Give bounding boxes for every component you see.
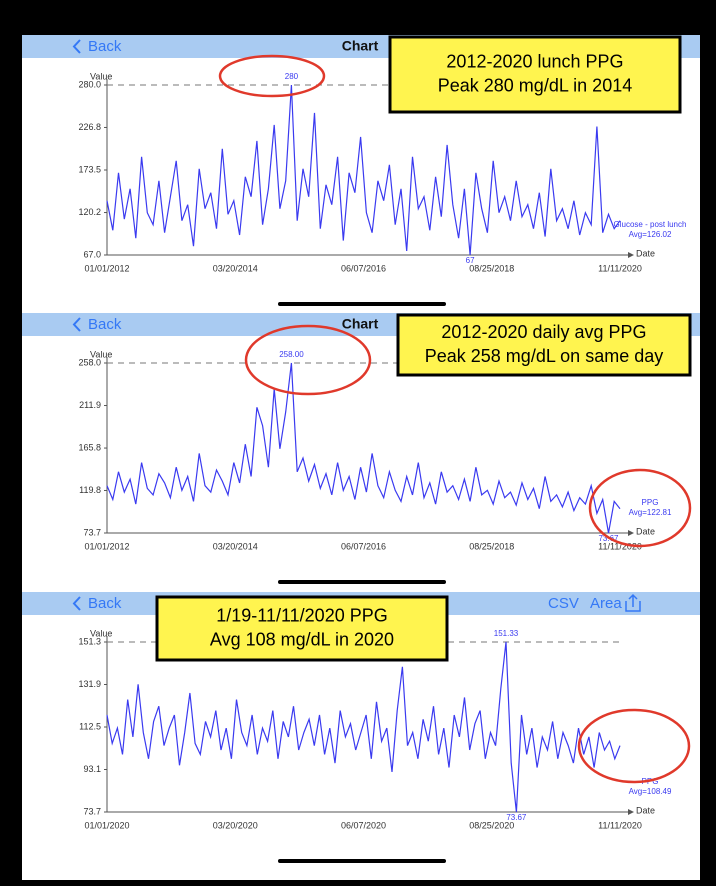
x-tick-label: 08/25/2018 <box>469 263 514 273</box>
callout-text: 1/19-11/11/2020 PPG <box>216 605 387 625</box>
x-tick-label: 03/20/2020 <box>213 820 258 830</box>
x-axis-label: Date <box>636 526 655 536</box>
y-tick-label: 151.3 <box>78 636 101 646</box>
x-tick-label: 06/07/2016 <box>341 263 386 273</box>
y-tick-label: 73.7 <box>83 527 101 537</box>
x-tick-label: 01/01/2012 <box>84 263 129 273</box>
legend-note: Avg=126.02 <box>629 230 672 239</box>
home-indicator <box>278 580 446 584</box>
x-tick-label: 01/01/2012 <box>84 541 129 551</box>
legend-name: PPG <box>642 498 659 507</box>
max-label: 258.00 <box>279 350 304 359</box>
legend-note: Avg=122.81 <box>629 508 672 517</box>
x-tick-label: 03/20/2014 <box>213 541 258 551</box>
legend-name: Glucose - post lunch <box>614 220 687 229</box>
y-tick-label: 93.1 <box>83 764 101 774</box>
callout-text: Avg 108 mg/dL in 2020 <box>210 629 394 649</box>
nav-action[interactable]: CSV <box>548 595 579 612</box>
y-tick-label: 165.8 <box>78 442 101 452</box>
y-tick-label: 73.7 <box>83 806 101 816</box>
y-tick-label: 173.5 <box>78 164 101 174</box>
x-tick-label: 11/11/2020 <box>598 263 642 273</box>
x-tick-label: 08/25/2018 <box>469 541 514 551</box>
x-axis-label: Date <box>636 805 655 815</box>
callout-text: 2012-2020 daily avg PPG <box>441 322 646 342</box>
y-tick-label: 280.0 <box>78 79 101 89</box>
legend-note: Avg=108.49 <box>629 787 672 796</box>
max-label: 151.33 <box>494 629 519 638</box>
x-tick-label: 01/01/2020 <box>84 820 129 830</box>
y-tick-label: 131.9 <box>78 679 101 689</box>
y-tick-label: 120.2 <box>78 207 101 217</box>
back-button[interactable]: Back <box>88 38 122 55</box>
page: {"nav":[{"back":"Back","title":"Chart"},… <box>0 0 716 886</box>
max-label: 280 <box>285 72 299 81</box>
y-tick-label: 67.0 <box>83 249 101 259</box>
back-button[interactable]: Back <box>88 316 122 333</box>
y-tick-label: 112.5 <box>79 721 101 731</box>
home-indicator <box>278 859 446 863</box>
home-indicator <box>278 302 446 306</box>
x-tick-label: 06/07/2016 <box>341 541 386 551</box>
y-tick-label: 258.0 <box>78 357 101 367</box>
callout-text: 2012-2020 lunch PPG <box>446 51 623 71</box>
x-tick-label: 06/07/2020 <box>341 820 386 830</box>
x-axis-label: Date <box>636 248 655 258</box>
back-button[interactable]: Back <box>88 595 122 612</box>
callout-text: Peak 258 mg/dL on same day <box>425 346 663 366</box>
nav-title: Chart <box>342 316 379 332</box>
min-label: 73.67 <box>506 813 527 822</box>
x-tick-label: 03/20/2014 <box>213 263 258 273</box>
x-tick-label: 11/11/2020 <box>598 820 642 830</box>
y-tick-label: 119.8 <box>79 485 101 495</box>
y-tick-label: 226.8 <box>78 122 101 132</box>
nav-action[interactable]: Area <box>590 595 622 612</box>
nav-title: Chart <box>342 38 379 54</box>
min-label: 67 <box>466 256 475 265</box>
callout-text: Peak 280 mg/dL in 2014 <box>438 75 632 95</box>
screenshot: BackChartValue67.0120.2173.5226.8280.0Da… <box>0 0 716 886</box>
y-tick-label: 211.9 <box>79 400 101 410</box>
